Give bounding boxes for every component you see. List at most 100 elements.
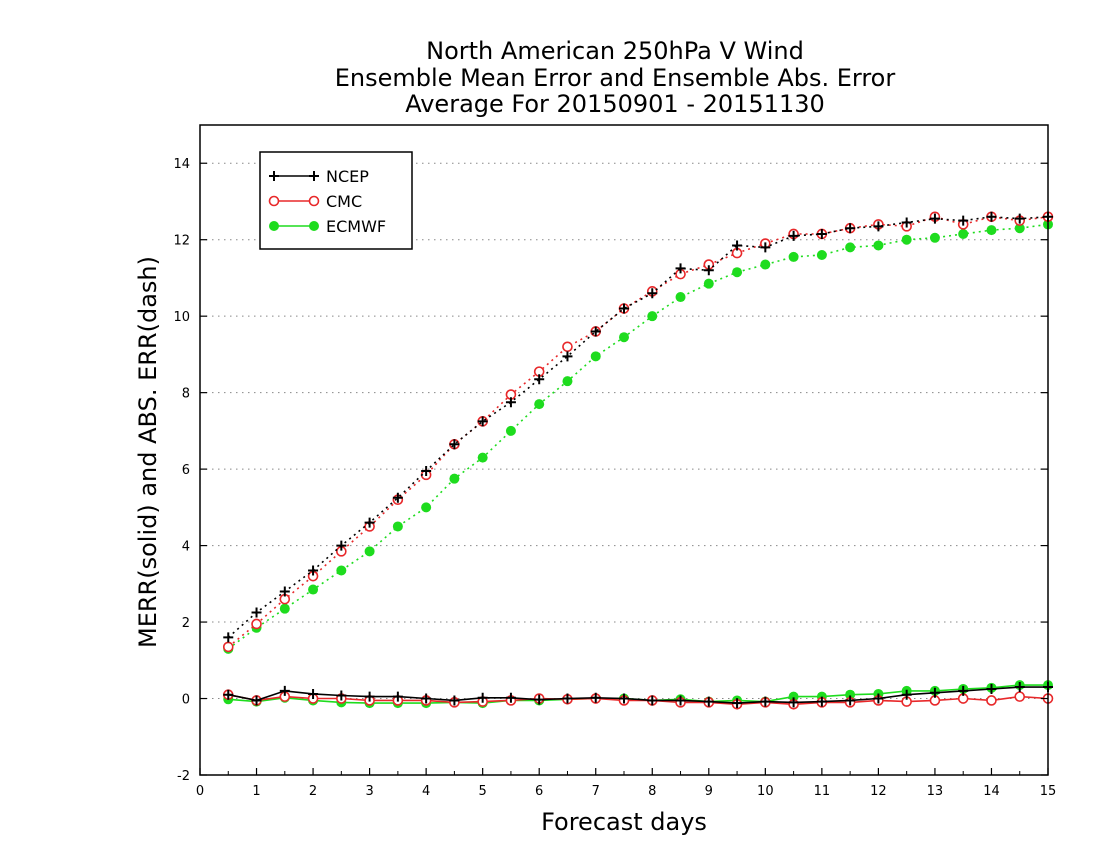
ecmwf-abs-error-point: [732, 267, 743, 278]
ecmwf-abs-error-point: [449, 473, 460, 484]
ecmwf-abs-error-point: [477, 452, 488, 463]
ecmwf-abs-error-point: [760, 259, 771, 270]
ncep-mean-error-point: [449, 695, 460, 706]
ecmwf-abs-error-point: [986, 225, 997, 236]
ncep-abs-error-point: [619, 303, 629, 314]
cmc-abs-error-point: [222, 641, 234, 653]
y-tick-label: 2: [182, 616, 190, 631]
x-tick-label: 12: [870, 784, 887, 799]
ncep-mean-error-point: [421, 693, 432, 704]
ncep-mean-error-point: [251, 695, 262, 706]
ncep-abs-error-point: [392, 492, 403, 503]
ncep-mean-error-point: [534, 694, 545, 705]
legend-marker-ncep: [269, 171, 279, 181]
x-tick-label: 1: [252, 784, 260, 799]
x-tick-label: 6: [535, 784, 543, 799]
ncep-mean-error-point: [873, 693, 884, 704]
ncep-abs-error-point: [986, 211, 997, 222]
x-tick-label: 14: [983, 784, 1000, 799]
ncep-abs-error-point: [788, 230, 799, 241]
grid-lines: [200, 162, 1048, 776]
ecmwf-abs-error-point: [1014, 223, 1025, 234]
ncep-mean-error-point: [760, 696, 771, 707]
ncep-abs-error-point: [251, 607, 262, 618]
ncep-mean-error-point: [732, 698, 743, 709]
x-tick-label: 2: [309, 784, 317, 799]
chart-title-line-3: Average For 20150901 - 20151130: [405, 90, 825, 118]
cmc-abs-error-line: [227, 215, 1049, 648]
legend: NCEP CMC ECMWF: [259, 151, 413, 250]
y-tick-label: 12: [173, 234, 190, 249]
ecmwf-abs-error-point: [619, 332, 629, 343]
x-tick-label: 11: [814, 784, 831, 799]
cmc-abs-error-point: [562, 341, 573, 353]
ncep-mean-error-point: [845, 695, 856, 706]
ncep-abs-error-point: [901, 217, 912, 228]
legend-marker-ncep: [309, 171, 319, 181]
cmc-mean-error-point: [986, 695, 997, 706]
ncep-abs-error-point: [477, 416, 488, 427]
ncep-abs-error-point: [364, 517, 375, 528]
ncep-abs-error-point: [845, 223, 856, 234]
ecmwf-abs-error-point: [421, 502, 432, 513]
ecmwf-abs-error-point: [590, 351, 601, 362]
ncep-mean-error-point: [986, 683, 997, 694]
ecmwf-abs-error-point: [703, 278, 714, 289]
ncep-mean-error-point: [647, 695, 658, 706]
ecmwf-abs-error-point: [308, 584, 319, 595]
ecmwf-abs-error-point: [364, 546, 375, 557]
ncep-abs-error-point: [929, 213, 940, 224]
legend-marker-cmc: [268, 195, 280, 207]
cmc-abs-error-point: [251, 618, 262, 630]
ncep-mean-error-point: [562, 693, 573, 704]
ecmwf-mean-error-point: [788, 691, 799, 702]
ecmwf-abs-error-point: [929, 232, 940, 243]
ecmwf-abs-error-point: [816, 250, 827, 260]
ecmwf-abs-error-point: [534, 399, 545, 410]
x-tick-label: 5: [479, 784, 487, 799]
ncep-mean-error-point: [703, 696, 714, 707]
x-tick-label: 15: [1040, 784, 1057, 799]
ecmwf-abs-error-point: [392, 521, 403, 532]
ncep-mean-error-point: [590, 692, 601, 703]
x-tick-label: 4: [422, 784, 430, 799]
ncep-abs-error-point: [732, 240, 743, 251]
ncep-abs-error-point: [308, 565, 319, 576]
y-tick-label: 14: [173, 157, 190, 172]
ecmwf-abs-error-point: [873, 240, 884, 251]
ncep-abs-error-point: [703, 265, 714, 276]
ecmwf-abs-error-point: [336, 565, 347, 576]
ncep-mean-error-point: [675, 695, 686, 706]
ncep-mean-error-point: [308, 688, 319, 699]
legend-marker-ecmwf: [309, 221, 319, 231]
ncep-abs-error-point: [816, 228, 827, 239]
legend-label-cmc: CMC: [326, 192, 362, 211]
ecmwf-abs-error-point: [647, 311, 658, 322]
x-tick-label: 7: [592, 784, 600, 799]
chart-title-line-2: Ensemble Mean Error and Ensemble Abs. Er…: [334, 64, 896, 92]
ncep-mean-error-point: [619, 693, 629, 704]
ncep-abs-error-point: [562, 351, 573, 362]
ncep-abs-error-point: [675, 263, 686, 274]
x-tick-label: 8: [648, 784, 656, 799]
ncep-abs-error-point: [873, 221, 884, 232]
ncep-abs-error-point: [534, 374, 545, 385]
ncep-mean-error-point: [788, 697, 799, 708]
ncep-mean-error-point: [477, 692, 488, 703]
ncep-abs-error-point: [336, 540, 347, 551]
ncep-abs-error-point: [449, 439, 460, 450]
ncep-mean-error-point: [364, 691, 375, 702]
legend-marker-ecmwf: [269, 221, 279, 231]
ncep-mean-error-point: [958, 685, 969, 696]
x-tick-label: 9: [705, 784, 713, 799]
cmc-mean-error-point: [1014, 691, 1026, 702]
ncep-abs-error-point: [505, 397, 516, 408]
ncep-mean-error-point: [816, 696, 827, 707]
ecmwf-abs-error-line: [227, 223, 1049, 650]
y-tick-label: 4: [182, 540, 190, 555]
ncep-abs-error-point: [760, 242, 771, 253]
ecmwf-abs-error-point: [675, 292, 686, 303]
ecmwf-abs-error-point: [505, 425, 516, 436]
ncep-mean-error-point: [929, 687, 940, 698]
ncep-abs-error-point: [590, 326, 601, 337]
